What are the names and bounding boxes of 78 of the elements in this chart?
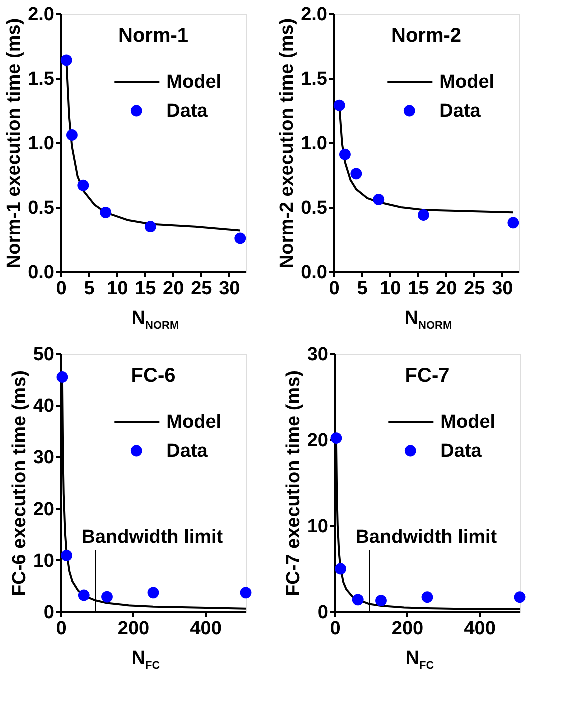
text: Norm-2 [391,25,462,47]
x-tick-label: 200 [392,618,424,640]
legend-label: Data [166,441,208,462]
ref-line-label: Bandwidth limit [82,527,224,548]
point [56,372,68,383]
point [335,563,346,575]
point [66,130,78,141]
y-tick-label: 20 [307,430,328,452]
legend-label: Data [440,101,482,122]
y-tick-label: 0.5 [28,198,55,219]
point [78,590,90,602]
legend-label: Model [166,72,222,93]
y-tick-label: 0.5 [301,198,328,219]
point [514,592,526,604]
y-tick-label: 30 [307,344,328,366]
x-tick-label: 200 [118,618,150,640]
y-tick-label: 0.0 [301,262,328,284]
y-tick-label: 10 [33,550,54,572]
point [234,232,246,244]
legend-label: Data [166,101,208,122]
y-tick-label: 1.0 [28,134,54,154]
x-tick-label: 400 [464,618,496,640]
legend-label: Model [440,412,496,433]
y-tick-label: 20 [33,499,54,520]
text: FC-6 [131,365,176,387]
point [508,217,520,229]
point [352,594,364,606]
y-axis-title: Norm-1 execution time (ms) [4,18,26,269]
point [60,54,72,66]
x-tick-label: 25 [464,278,486,300]
y-tick-label: 2.0 [28,4,54,26]
text: FC-7 [405,365,450,387]
x-tick-label: 20 [436,278,458,300]
y-axis-title: FC-7 execution time (ms) [283,370,304,596]
x-tick-label: 400 [190,618,222,640]
legend-label: Model [166,412,222,433]
text: Norm-1 [118,25,189,47]
y-tick-label: 10 [307,516,328,538]
x-tick-label: 25 [191,278,213,300]
point [340,148,351,160]
point [350,168,362,180]
y-tick-label: 0 [318,602,328,624]
x-tick-label: 15 [408,278,430,300]
point [422,592,434,604]
point [148,587,160,599]
point [373,194,385,206]
y-tick-label: 1.0 [301,134,328,154]
point [144,221,156,233]
x-tick-label: 10 [106,278,128,300]
point [240,587,252,599]
x-tick-label: 30 [492,278,514,300]
y-tick-label: 1.5 [28,69,55,90]
point [330,432,342,444]
legend-label: Data [440,441,482,462]
y-axis-title: FC-6 execution time (ms) [9,370,30,596]
point [100,206,112,218]
ref-line-label: Bandwidth limit [356,527,498,548]
x-tick-label: 10 [380,278,402,300]
x-tick-label: 20 [163,278,184,300]
point [102,591,113,603]
y-tick-label: 40 [33,396,54,418]
y-tick-label: 0.0 [28,262,54,284]
x-tick-label: 5 [357,278,368,300]
y-tick-label: 0 [44,602,54,624]
y-tick-label: 1.5 [301,69,328,90]
y-axis-title: Norm-2 execution time (ms) [277,18,298,269]
x-tick-label: 15 [135,278,157,300]
legend-label: Model [440,72,495,93]
x-tick-label: 30 [219,278,240,300]
x-tick-label: 5 [84,278,96,300]
point [78,180,90,192]
y-tick-label: 30 [33,448,54,469]
point [376,595,387,607]
point [61,550,72,562]
y-tick-label: 2.0 [301,4,328,26]
point [334,100,346,112]
point [418,210,430,221]
y-tick-label: 50 [33,344,54,366]
